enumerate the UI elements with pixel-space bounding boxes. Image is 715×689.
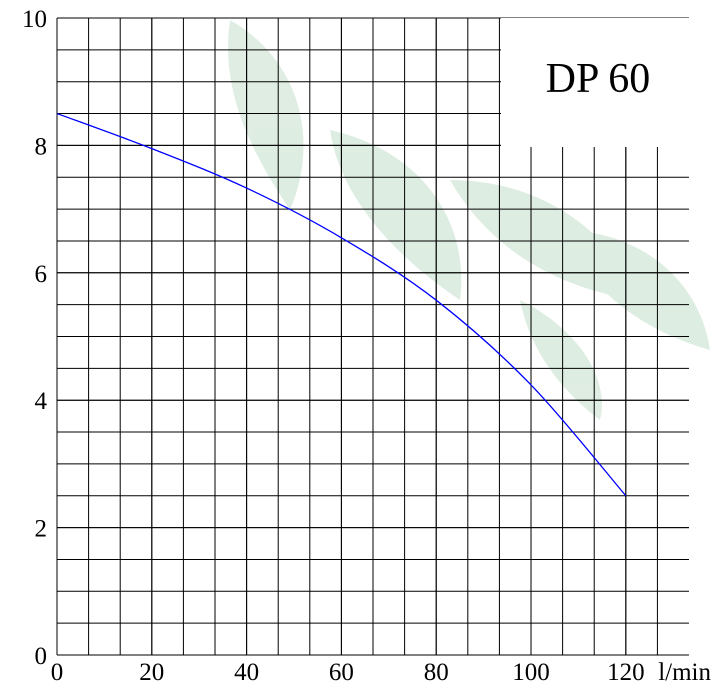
x-tick-label: 20 — [139, 659, 164, 686]
series-line — [56, 112, 627, 497]
x-tick-label: 120 — [607, 659, 645, 686]
x-tick-label: 40 — [234, 659, 259, 686]
y-tick-label: 8 — [35, 133, 48, 160]
y-tick-label: 2 — [35, 516, 48, 543]
x-tick-label: 100 — [512, 659, 550, 686]
watermark — [228, 20, 710, 420]
x-tick-label: 60 — [329, 659, 354, 686]
y-tick-label: 4 — [35, 388, 48, 415]
chart-title: DP 60 — [546, 56, 651, 102]
y-tick-label: 10 — [22, 6, 47, 33]
x-tick-label: 0 — [51, 659, 64, 686]
grid — [56, 17, 689, 656]
curve-layer — [56, 112, 627, 497]
y-tick-label: 6 — [35, 261, 48, 288]
x-axis-label: l/min — [658, 659, 711, 686]
x-tick-label: 80 — [424, 659, 449, 686]
labels: 0 20 40 60 80 100 120 0 2 4 6 8 10 l/min — [22, 6, 711, 686]
y-tick-label: 0 — [35, 643, 48, 670]
title-box — [501, 18, 689, 147]
